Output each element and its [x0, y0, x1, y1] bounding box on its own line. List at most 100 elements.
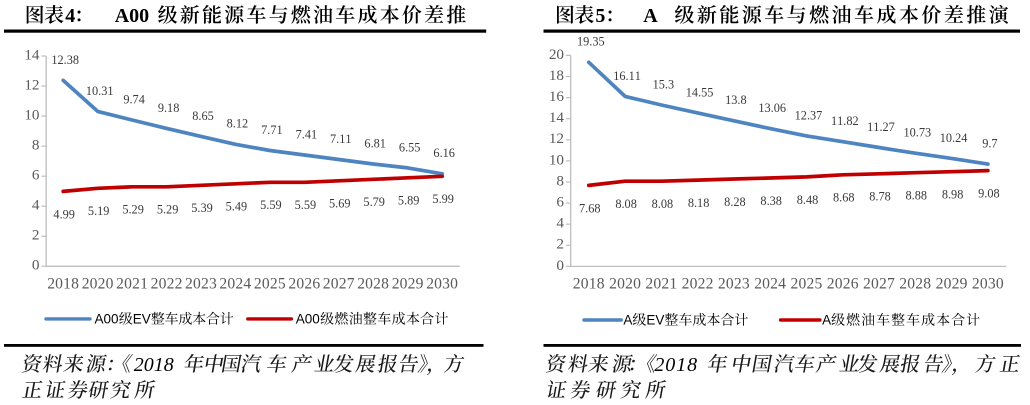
- svg-text:13.06: 13.06: [758, 101, 786, 115]
- svg-text:7.41: 7.41: [296, 127, 318, 141]
- svg-text:2025: 2025: [254, 276, 286, 293]
- svg-text:8.65: 8.65: [192, 109, 214, 123]
- svg-text:2028: 2028: [357, 276, 389, 293]
- svg-text:2024: 2024: [219, 276, 251, 293]
- svg-text:A00: A00: [296, 312, 320, 327]
- svg-text:5.99: 5.99: [432, 192, 454, 206]
- svg-text:2023: 2023: [718, 276, 750, 293]
- svg-text:10: 10: [549, 151, 565, 168]
- svg-text:7.71: 7.71: [261, 123, 283, 137]
- svg-text:8.08: 8.08: [652, 197, 674, 211]
- svg-text:2023: 2023: [185, 276, 217, 293]
- svg-text:4.99: 4.99: [53, 207, 75, 221]
- svg-text:12.38: 12.38: [51, 53, 79, 67]
- svg-text:2025: 2025: [791, 276, 823, 293]
- svg-text:8.28: 8.28: [724, 195, 746, 209]
- svg-text:EV: EV: [646, 313, 664, 328]
- svg-text:5.79: 5.79: [363, 195, 385, 209]
- svg-text:EV: EV: [133, 312, 151, 327]
- svg-text:5.59: 5.59: [295, 198, 317, 212]
- svg-text:2027: 2027: [323, 276, 355, 293]
- svg-text:8.08: 8.08: [615, 197, 637, 211]
- svg-text:14: 14: [549, 109, 565, 126]
- svg-text:10: 10: [24, 107, 40, 124]
- svg-text:5: 5: [595, 5, 605, 27]
- svg-text:11.27: 11.27: [867, 120, 895, 134]
- svg-text:5.89: 5.89: [398, 194, 420, 208]
- svg-text:9.74: 9.74: [123, 92, 145, 106]
- svg-text:8.68: 8.68: [833, 191, 855, 205]
- svg-text:7.11: 7.11: [330, 132, 352, 146]
- svg-text:5.29: 5.29: [157, 203, 179, 217]
- svg-text:2026: 2026: [827, 276, 859, 293]
- svg-text:7.68: 7.68: [579, 201, 601, 215]
- svg-text:2018: 2018: [654, 354, 698, 376]
- svg-text:2: 2: [32, 227, 40, 244]
- svg-text:A00: A00: [95, 312, 119, 327]
- svg-text:12: 12: [24, 77, 39, 94]
- svg-text:5.19: 5.19: [88, 204, 110, 218]
- svg-text:4: 4: [65, 5, 75, 27]
- svg-text:18: 18: [549, 67, 565, 84]
- svg-text:2021: 2021: [645, 276, 677, 293]
- svg-text:8.48: 8.48: [797, 193, 819, 207]
- svg-text:11.82: 11.82: [831, 114, 859, 128]
- svg-text:2022: 2022: [682, 276, 714, 293]
- svg-text:2028: 2028: [899, 276, 931, 293]
- svg-text:A: A: [822, 313, 831, 328]
- svg-text:16: 16: [549, 88, 565, 105]
- svg-text:2: 2: [556, 236, 564, 253]
- svg-text:2018: 2018: [47, 276, 79, 293]
- svg-text:4: 4: [32, 197, 40, 214]
- svg-text:2030: 2030: [972, 276, 1004, 293]
- svg-text:13.8: 13.8: [725, 93, 747, 107]
- svg-text:A: A: [623, 313, 632, 328]
- svg-text:8.38: 8.38: [760, 194, 782, 208]
- svg-text:A00: A00: [115, 5, 149, 27]
- svg-text:14: 14: [24, 46, 40, 63]
- svg-text:2021: 2021: [116, 276, 148, 293]
- svg-text:6.55: 6.55: [399, 140, 421, 154]
- svg-text:8.98: 8.98: [942, 188, 964, 202]
- svg-text:16.11: 16.11: [613, 69, 641, 83]
- svg-text:0: 0: [32, 257, 40, 274]
- svg-text:2030: 2030: [426, 276, 458, 293]
- svg-text:2029: 2029: [936, 276, 968, 293]
- svg-text:5.49: 5.49: [226, 200, 248, 214]
- svg-text:5.59: 5.59: [260, 198, 282, 212]
- svg-text:6: 6: [32, 167, 40, 184]
- svg-text:2027: 2027: [863, 276, 895, 293]
- svg-text:14.55: 14.55: [686, 85, 714, 99]
- svg-text:15.3: 15.3: [653, 77, 675, 91]
- svg-text:5.29: 5.29: [122, 203, 144, 217]
- svg-text:10.73: 10.73: [903, 126, 931, 140]
- svg-text:8.88: 8.88: [906, 189, 928, 203]
- svg-text:10.31: 10.31: [86, 84, 114, 98]
- svg-text:9.18: 9.18: [158, 101, 180, 115]
- svg-text:9.7: 9.7: [982, 137, 997, 151]
- svg-text:2018: 2018: [134, 354, 174, 376]
- svg-text:6.81: 6.81: [364, 136, 386, 150]
- svg-text:8.12: 8.12: [227, 117, 249, 131]
- svg-text:8.78: 8.78: [869, 190, 891, 204]
- svg-text:12: 12: [549, 130, 564, 147]
- svg-text:8: 8: [556, 172, 564, 189]
- svg-text:6: 6: [556, 194, 564, 211]
- svg-text:4: 4: [556, 215, 564, 232]
- svg-text:5.39: 5.39: [191, 201, 213, 215]
- svg-text:12.37: 12.37: [795, 108, 823, 122]
- svg-text:2020: 2020: [609, 276, 641, 293]
- svg-text:8.18: 8.18: [688, 196, 710, 210]
- svg-text:2029: 2029: [392, 276, 424, 293]
- svg-text:9.08: 9.08: [978, 187, 1000, 201]
- svg-text:2020: 2020: [82, 276, 114, 293]
- svg-text:0: 0: [556, 257, 564, 274]
- svg-text:2018: 2018: [573, 276, 605, 293]
- svg-text:2026: 2026: [288, 276, 320, 293]
- svg-text:2024: 2024: [754, 276, 786, 293]
- svg-text:A: A: [643, 5, 658, 27]
- svg-text:10.24: 10.24: [940, 131, 968, 145]
- svg-text:5.69: 5.69: [329, 197, 351, 211]
- svg-text:19.35: 19.35: [577, 35, 605, 49]
- svg-text:8: 8: [32, 137, 40, 154]
